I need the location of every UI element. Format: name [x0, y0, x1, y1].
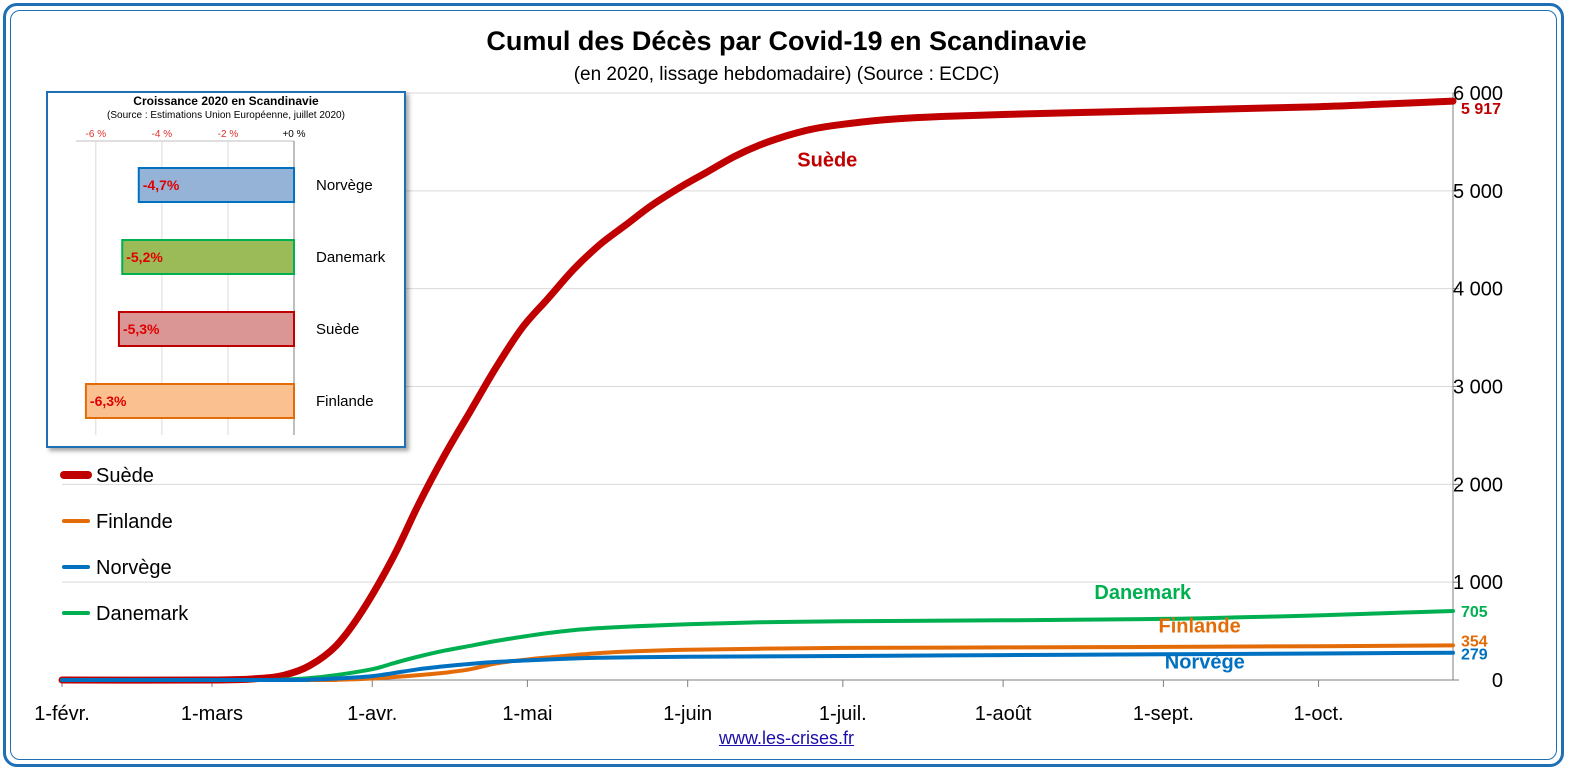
series-line-suède — [58, 97, 1457, 684]
x-tick-label: 1-juin — [663, 703, 712, 725]
legend-label: Danemark — [96, 603, 189, 625]
y-tick-label: 6 000 — [1453, 83, 1503, 105]
inset-bar — [121, 239, 295, 275]
x-tick-label: 1-oct. — [1294, 703, 1344, 725]
inset-category-label: Finlande — [316, 393, 374, 410]
inset-tick-label: -2 % — [218, 129, 239, 140]
inset-bar — [84, 383, 296, 419]
x-tick-label: 1-mai — [502, 703, 552, 725]
series-annotation: Danemark — [1094, 582, 1192, 604]
outer-frame — [3, 3, 1564, 767]
x-tick-label: 1-mars — [181, 703, 243, 725]
end-value-label: 354 — [1461, 633, 1488, 650]
inset-tick-label: -6 % — [86, 129, 107, 140]
source-link[interactable]: www.les-crises.fr — [718, 728, 854, 748]
legend-label: Norvège — [96, 557, 172, 579]
x-tick-label: 1-sept. — [1133, 703, 1194, 725]
chart-title: Cumul des Décès par Covid-19 en Scandina… — [486, 26, 1087, 56]
x-tick-label: 1-févr. — [34, 703, 90, 725]
inset-tick-label: +0 % — [282, 129, 305, 140]
legend-label: Suède — [96, 465, 154, 487]
x-tick-label: 1-avr. — [347, 703, 397, 725]
inset-bar-value: -5,3% — [123, 321, 160, 337]
inset-bar-value: -5,2% — [126, 249, 163, 265]
inset-title: Croissance 2020 en Scandinavie — [133, 94, 319, 108]
growth-inset: Croissance 2020 en Scandinavie (Source :… — [46, 91, 406, 448]
inset-category-label: Danemark — [316, 249, 386, 266]
series-annotation: Norvège — [1165, 651, 1245, 673]
inset-tick-label: -4 % — [152, 129, 173, 140]
inset-bar-value: -4,7% — [143, 177, 180, 193]
chart-subtitle: (en 2020, lissage hebdomadaire) (Source … — [573, 64, 1000, 85]
series-annotation: Suède — [797, 149, 857, 171]
inset-bar-value: -6,3% — [90, 393, 127, 409]
inner-frame — [10, 10, 1557, 760]
inset-bar-chart: -6 % -4 % -2 % +0 % -4,7% Norvège -5,2% Danemar… — [76, 129, 386, 435]
series-line-danemark — [60, 609, 1455, 683]
inset-subtitle: (Source : Estimations Union Européenne, … — [107, 110, 345, 121]
y-tick-label: 2 000 — [1453, 474, 1503, 496]
y-tick-label: 5 000 — [1453, 181, 1503, 203]
inset-bar — [117, 311, 295, 347]
end-value-label: 705 — [1461, 604, 1488, 621]
series-line-finlande — [60, 643, 1455, 682]
series-annotation: Finlande — [1159, 616, 1241, 638]
y-tick-label: 0 — [1492, 670, 1503, 692]
x-tick-label: 1-juil. — [819, 703, 867, 725]
inset-category-label: Norvège — [316, 177, 373, 194]
end-value-label: 279 — [1461, 647, 1488, 664]
series-line-norvège — [60, 650, 1455, 683]
y-tick-label: 3 000 — [1453, 377, 1503, 399]
inset-category-label: Suède — [316, 321, 359, 338]
end-value-label: 5 917 — [1461, 101, 1501, 118]
legend-label: Finlande — [96, 511, 173, 533]
inset-bar — [137, 167, 296, 203]
y-tick-label: 1 000 — [1453, 572, 1503, 594]
y-tick-label: 4 000 — [1453, 279, 1503, 301]
x-tick-label: 1-août — [975, 703, 1032, 725]
